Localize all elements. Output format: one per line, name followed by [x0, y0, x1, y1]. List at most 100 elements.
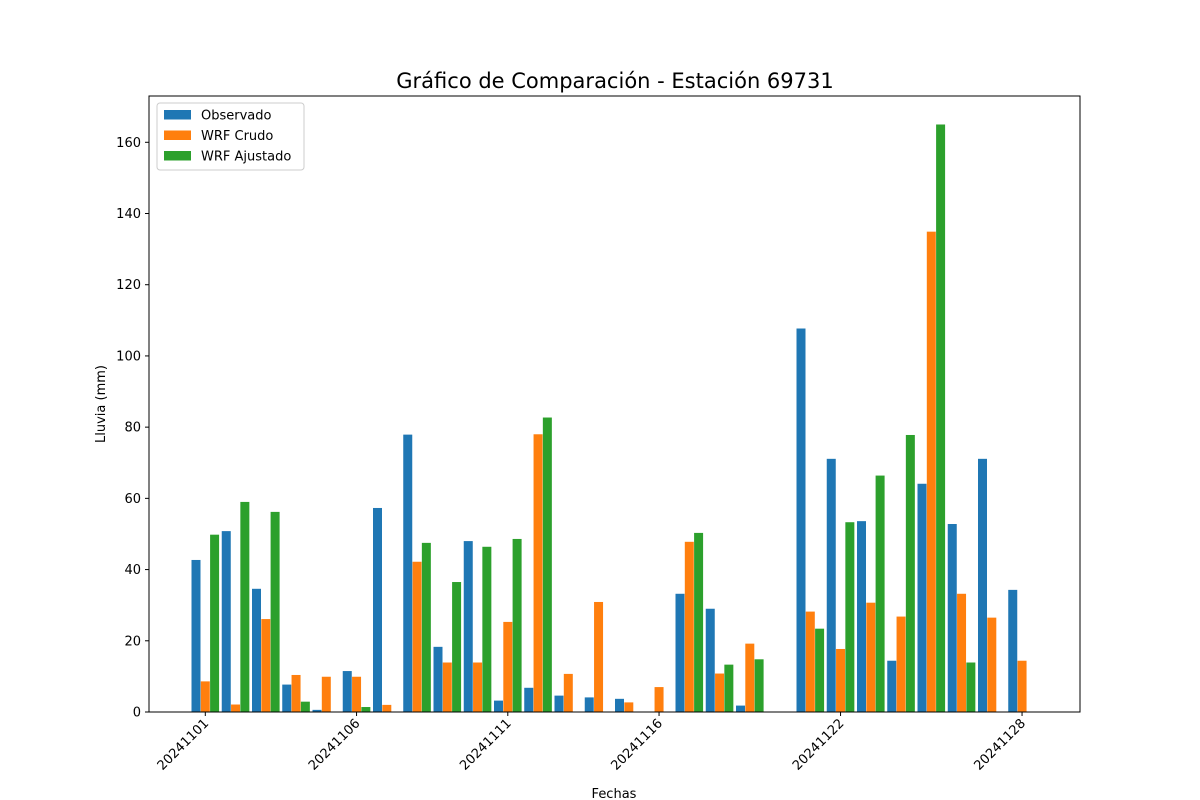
bar-wrf-crudo-20241118 [715, 673, 725, 712]
bar-wrf-crudo-20241111 [503, 621, 513, 712]
bar-observado-20241123 [857, 521, 866, 712]
legend-swatch [164, 110, 191, 120]
y-tick-label: 120 [116, 278, 141, 293]
bar-observado-20241111 [494, 700, 503, 712]
bar-wrf-crudo-20241112 [533, 434, 543, 712]
bar-wrf-crudo-20241102 [231, 704, 241, 712]
y-tick-label: 40 [124, 563, 141, 578]
bar-observado-20241112 [524, 687, 534, 712]
bar-wrf-ajustado-20241121 [815, 628, 825, 712]
bar-wrf-crudo-20241116 [654, 687, 664, 712]
x-tick-label: 20241128 [971, 716, 1028, 773]
bar-wrf-ajustado-20241111 [512, 538, 522, 712]
bar-wrf-crudo-20241101 [200, 681, 210, 712]
y-tick-label: 140 [116, 207, 141, 222]
bar-observado-20241121 [796, 328, 806, 712]
bar-wrf-crudo-20241123 [866, 602, 876, 712]
bar-wrf-ajustado-20241126 [966, 662, 976, 712]
bar-wrf-ajustado-20241104 [300, 701, 310, 712]
bar-observado-20241110 [463, 541, 473, 712]
bar-wrf-crudo-20241126 [957, 593, 967, 712]
bars-group [191, 124, 1027, 713]
bar-wrf-ajustado-20241106 [361, 707, 371, 712]
bar-observado-20241107 [373, 507, 382, 712]
bar-wrf-ajustado-20241122 [845, 522, 855, 712]
bar-wrf-crudo-20241128 [1017, 660, 1027, 712]
bar-wrf-ajustado-20241123 [875, 475, 885, 712]
bar-observado-20241118 [705, 608, 715, 712]
bar-wrf-ajustado-20241110 [482, 546, 492, 712]
x-tick-label: 20241116 [608, 716, 665, 773]
bar-wrf-crudo-20241119 [745, 643, 755, 712]
bar-wrf-ajustado-20241119 [754, 659, 764, 712]
bar-observado-20241124 [887, 660, 897, 712]
legend-label: WRF Ajustado [201, 150, 291, 165]
bar-observado-20241122 [826, 458, 836, 712]
legend-box [156, 102, 305, 171]
bar-wrf-crudo-20241107 [382, 704, 392, 712]
bar-wrf-ajustado-20241102 [240, 501, 250, 712]
bar-observado-20241115 [615, 698, 624, 712]
bar-wrf-crudo-20241122 [836, 648, 846, 712]
y-tick-label: 0 [133, 706, 141, 721]
legend-swatch [164, 151, 191, 161]
bar-wrf-crudo-20241124 [896, 616, 906, 712]
bar-observado-20241109 [433, 646, 443, 712]
bar-wrf-ajustado-20241118 [724, 664, 734, 712]
x-tick-label: 20241106 [306, 716, 363, 773]
x-axis-label: Fechas [592, 787, 637, 800]
bar-wrf-crudo-20241114 [594, 601, 604, 712]
bar-observado-20241108 [403, 434, 413, 712]
bar-observado-20241103 [252, 588, 261, 712]
y-tick-label: 20 [124, 634, 141, 649]
bar-wrf-ajustado-20241103 [270, 511, 280, 712]
bar-wrf-crudo-20241121 [805, 611, 815, 712]
bar-wrf-ajustado-20241109 [452, 582, 462, 712]
legend: Observado WRF Crudo WRF Ajustado [156, 102, 305, 171]
bar-observado-20241126 [947, 524, 957, 712]
bar-wrf-ajustado-20241125 [936, 124, 946, 713]
bar-wrf-ajustado-20241101 [210, 534, 220, 712]
bar-observado-20241101 [191, 559, 201, 712]
chart-title: Gráfico de Comparación - Estación 69731 [396, 69, 833, 93]
bar-wrf-crudo-20241109 [442, 662, 452, 712]
bar-wrf-ajustado-20241112 [542, 417, 552, 712]
bar-wrf-crudo-20241104 [291, 674, 301, 712]
bar-wrf-crudo-20241105 [321, 676, 331, 712]
x-tick-label: 20241101 [155, 716, 212, 773]
legend-label: Observado [201, 109, 272, 124]
plot-frame [148, 95, 1081, 713]
bar-observado-20241125 [917, 483, 927, 712]
bar-wrf-crudo-20241117 [684, 541, 694, 712]
bar-wrf-crudo-20241115 [624, 702, 634, 712]
bar-wrf-ajustado-20241108 [421, 542, 431, 712]
y-tick-label: 160 [116, 136, 141, 151]
legend-swatch [164, 130, 191, 140]
x-tick-label: 20241111 [457, 716, 514, 773]
y-tick-label: 80 [124, 421, 141, 436]
bar-wrf-crudo-20241103 [261, 619, 271, 712]
y-axis-label: Lluvia (mm) [94, 365, 109, 443]
bar-observado-20241127 [978, 458, 987, 712]
y-tick-label: 100 [116, 349, 141, 364]
bar-wrf-crudo-20241127 [987, 617, 997, 712]
bar-observado-20241128 [1008, 589, 1018, 712]
bar-observado-20241106 [342, 671, 352, 712]
x-tick-label: 20241122 [790, 716, 847, 773]
bar-observado-20241104 [282, 684, 292, 712]
x-axis: 20241101 20241106 20241111 20241116 20241122… [155, 712, 1029, 774]
bar-observado-20241102 [221, 531, 231, 712]
bar-observado-20241105 [312, 709, 322, 712]
bar-wrf-crudo-20241125 [926, 231, 936, 712]
bar-observado-20241113 [554, 695, 564, 712]
bar-wrf-ajustado-20241124 [905, 434, 915, 712]
bar-wrf-crudo-20241110 [473, 662, 483, 712]
legend-label: WRF Crudo [201, 129, 273, 144]
y-tick-label: 60 [124, 492, 141, 507]
bar-wrf-crudo-20241106 [352, 676, 362, 712]
y-axis: 0 20 40 60 80 100 120 140 160 [116, 136, 149, 721]
bar-observado-20241119 [736, 705, 745, 712]
bar-wrf-crudo-20241108 [412, 561, 422, 712]
bar-wrf-ajustado-20241117 [694, 532, 704, 712]
